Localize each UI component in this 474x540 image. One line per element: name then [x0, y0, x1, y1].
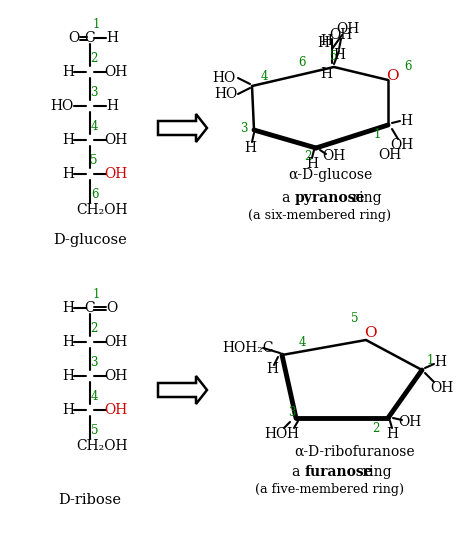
Text: ring: ring [348, 191, 382, 205]
Polygon shape [158, 376, 207, 404]
Text: (a five-membered ring): (a five-membered ring) [255, 483, 405, 496]
Text: 4: 4 [298, 336, 306, 349]
Text: 4: 4 [90, 120, 98, 133]
Text: C: C [85, 301, 95, 315]
Text: OH: OH [104, 133, 128, 147]
Text: OH: OH [104, 335, 128, 349]
Text: 3: 3 [90, 86, 98, 99]
Text: OH: OH [378, 148, 401, 162]
Text: 3: 3 [288, 407, 296, 420]
Text: 1: 1 [92, 18, 100, 31]
Text: CH₂OH: CH₂OH [76, 439, 128, 453]
Text: H: H [62, 403, 74, 417]
Text: 1: 1 [92, 288, 100, 301]
Text: CH₂OH: CH₂OH [76, 203, 128, 217]
Text: 5: 5 [91, 424, 99, 437]
Text: H: H [333, 48, 345, 62]
Text: H: H [306, 157, 318, 171]
Text: ring: ring [358, 465, 392, 479]
Text: D-ribose: D-ribose [58, 493, 121, 507]
Text: furanose: furanose [305, 465, 374, 479]
Text: 4: 4 [90, 390, 98, 403]
Text: OH: OH [430, 381, 454, 395]
Text: OH: OH [398, 415, 422, 429]
Text: H: H [106, 99, 118, 113]
Text: H: H [106, 31, 118, 45]
Text: HO: HO [214, 87, 237, 101]
Text: H: H [244, 141, 256, 155]
Text: H: H [317, 36, 329, 50]
Text: OH: OH [104, 167, 128, 181]
Text: H: H [386, 427, 398, 441]
Text: pyranose: pyranose [295, 191, 365, 205]
Text: 2: 2 [372, 422, 380, 435]
Text: HO: HO [212, 71, 236, 85]
Text: H: H [62, 133, 74, 147]
Text: O: O [364, 326, 376, 340]
Text: OH: OH [337, 22, 360, 36]
Text: HOH₂C: HOH₂C [222, 341, 274, 355]
Text: O: O [386, 69, 398, 83]
Text: α-D-ribofuranose: α-D-ribofuranose [295, 445, 415, 459]
Text: H: H [320, 34, 332, 48]
Text: OH: OH [322, 149, 346, 163]
Text: OH: OH [391, 138, 414, 152]
Text: H: H [62, 65, 74, 79]
Text: HO: HO [50, 99, 73, 113]
Text: 6: 6 [404, 59, 412, 72]
Text: H: H [62, 335, 74, 349]
Text: 4: 4 [260, 71, 268, 84]
Text: 6: 6 [298, 56, 306, 69]
Text: HO: HO [264, 427, 288, 441]
Text: 1: 1 [374, 129, 381, 141]
Text: D-glucose: D-glucose [53, 233, 127, 247]
Text: OH: OH [104, 403, 128, 417]
Text: H: H [62, 167, 74, 181]
Text: O: O [106, 301, 118, 315]
Text: 1: 1 [426, 354, 434, 367]
Text: H: H [320, 67, 332, 81]
Text: 3: 3 [90, 356, 98, 369]
Text: H: H [266, 362, 278, 376]
Text: a: a [282, 191, 295, 205]
Text: C: C [85, 31, 95, 45]
Text: 5: 5 [351, 312, 359, 325]
Text: O: O [68, 31, 80, 45]
Text: 2: 2 [304, 151, 312, 164]
Text: 3: 3 [240, 122, 248, 134]
Text: H: H [400, 114, 412, 128]
Text: H: H [434, 355, 446, 369]
Text: 2: 2 [91, 322, 98, 335]
Text: H: H [62, 301, 74, 315]
Text: OH: OH [329, 28, 353, 42]
Text: H: H [62, 369, 74, 383]
Text: (a six-membered ring): (a six-membered ring) [248, 208, 392, 221]
Text: H: H [286, 427, 298, 441]
Text: 2: 2 [91, 52, 98, 65]
Text: 5: 5 [90, 154, 98, 167]
Text: α-D-glucose: α-D-glucose [288, 168, 372, 182]
Text: 6: 6 [91, 188, 99, 201]
Text: a: a [292, 465, 305, 479]
Text: OH: OH [104, 65, 128, 79]
Text: OH: OH [104, 369, 128, 383]
Polygon shape [158, 114, 207, 142]
Text: 5: 5 [330, 51, 338, 64]
